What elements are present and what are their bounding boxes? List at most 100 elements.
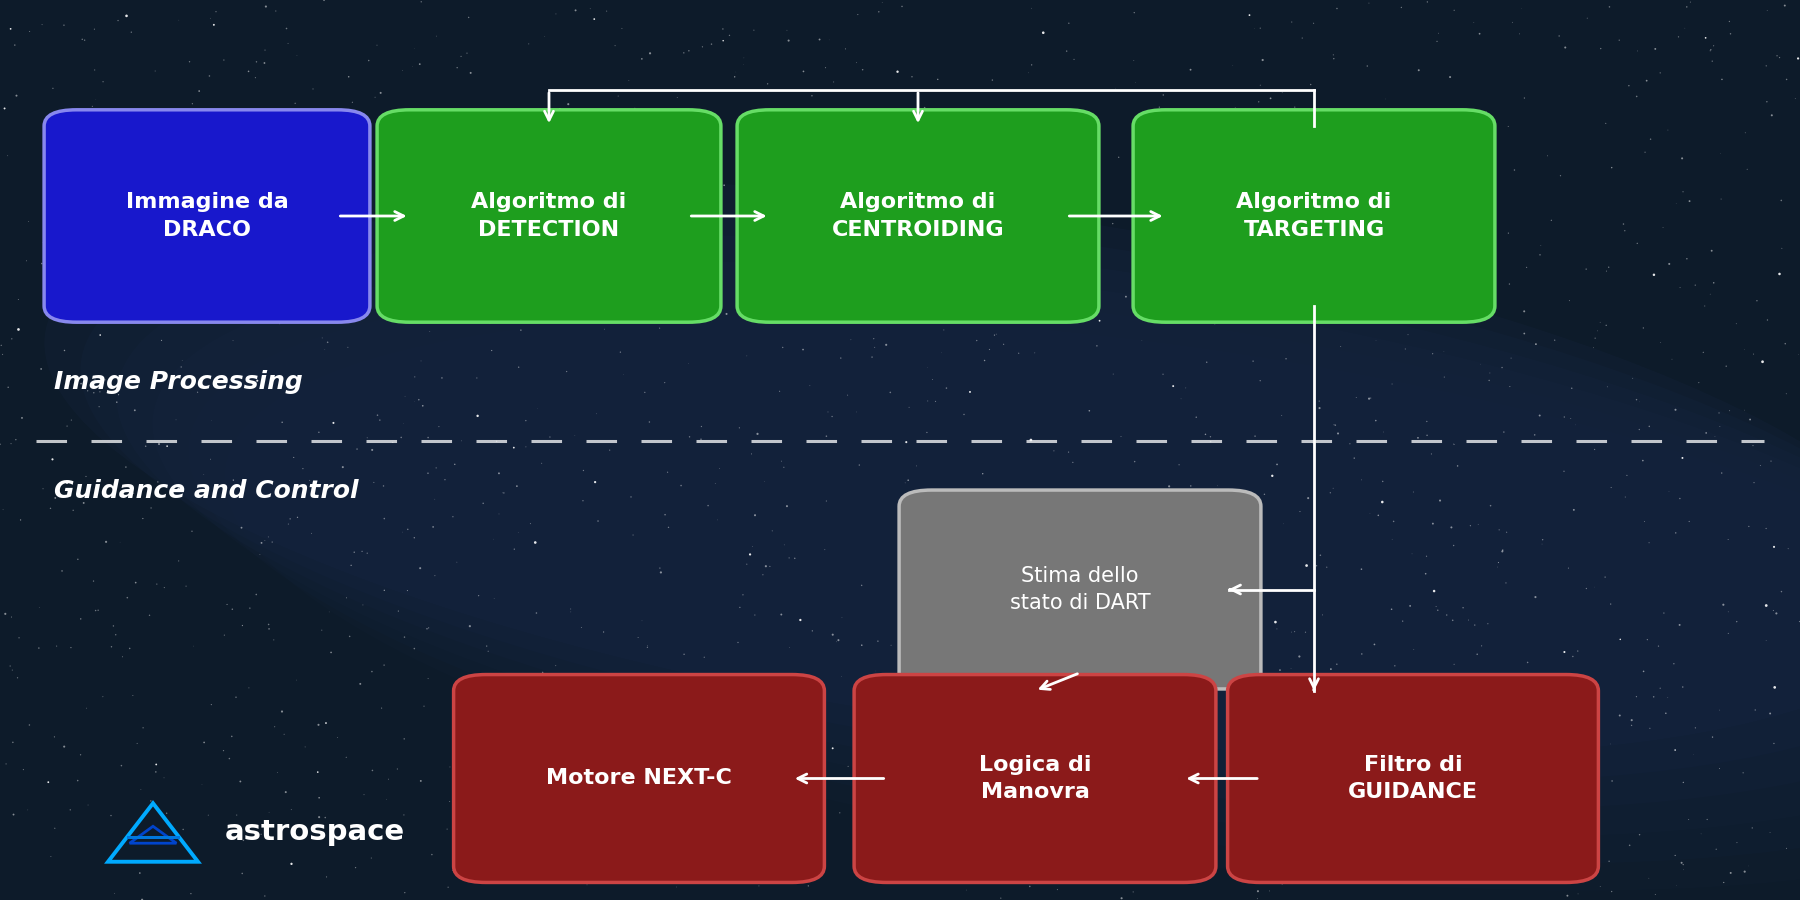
Point [1017,1,1046,15]
Point [1355,392,1384,406]
Point [812,688,841,702]
Point [1267,877,1296,891]
Point [713,307,742,321]
Point [1300,16,1328,31]
Point [265,316,293,330]
Point [1328,163,1357,177]
Point [1255,884,1283,898]
Point [1292,558,1321,572]
Point [1213,598,1242,612]
Point [1021,346,1049,360]
Point [553,364,581,379]
Point [1489,544,1517,559]
Point [882,696,911,710]
Point [257,535,286,549]
Point [387,430,416,445]
Point [151,108,180,122]
Point [763,815,792,830]
Point [815,297,844,311]
Point [1786,615,1800,629]
Point [200,18,229,32]
Point [628,614,657,628]
Point [891,435,920,449]
Point [1595,260,1624,274]
Point [709,814,738,828]
Point [1053,816,1082,831]
Point [1399,778,1427,792]
Point [425,419,454,434]
Point [229,223,257,238]
Point [1026,824,1055,838]
Point [14,24,43,39]
Point [1487,360,1516,374]
Point [1436,692,1465,706]
Point [986,891,1015,900]
Point [56,803,85,817]
Point [1327,339,1355,354]
Point [628,242,657,256]
Point [1120,53,1148,68]
Point [594,737,623,751]
Point [1723,317,1751,331]
Point [1168,263,1197,277]
Point [774,33,803,48]
Point [1460,15,1489,30]
Point [1377,377,1406,392]
Point [958,577,986,591]
Point [1690,299,1719,313]
Point [1120,885,1148,899]
Point [414,671,443,686]
Point [7,410,36,425]
Point [1553,561,1582,575]
Point [1073,860,1102,874]
Point [1123,131,1152,146]
FancyBboxPatch shape [898,490,1260,689]
Point [434,880,463,895]
Point [378,436,407,450]
Point [736,446,765,461]
Point [275,107,304,122]
Point [112,9,140,23]
Point [578,757,607,771]
Point [1166,392,1195,406]
Point [463,371,491,385]
Point [581,407,610,421]
Point [1244,892,1273,900]
Point [1080,839,1109,853]
Point [675,130,704,145]
Point [304,810,333,824]
Point [31,117,59,131]
Point [1481,676,1510,690]
Point [1487,719,1516,733]
Point [268,705,297,719]
Point [137,187,166,202]
Point [176,886,205,900]
Point [860,340,889,355]
Point [1445,243,1474,257]
Point [470,670,499,685]
Point [4,292,32,307]
Point [1157,108,1186,122]
Point [1485,523,1514,537]
Point [194,68,223,83]
Point [1597,597,1625,611]
Point [1087,728,1116,742]
Point [1712,359,1741,374]
Point [961,581,990,596]
Point [1199,213,1228,228]
Point [832,41,860,56]
Point [1132,284,1161,299]
Point [308,623,337,637]
Point [169,823,198,837]
Point [455,619,484,634]
Point [1537,213,1566,228]
Point [659,711,688,725]
Point [940,151,968,166]
Point [218,334,247,348]
Point [1420,104,1449,119]
Point [819,741,848,755]
Point [743,196,772,211]
Point [1429,345,1458,359]
Point [284,193,313,207]
Point [1674,813,1703,827]
